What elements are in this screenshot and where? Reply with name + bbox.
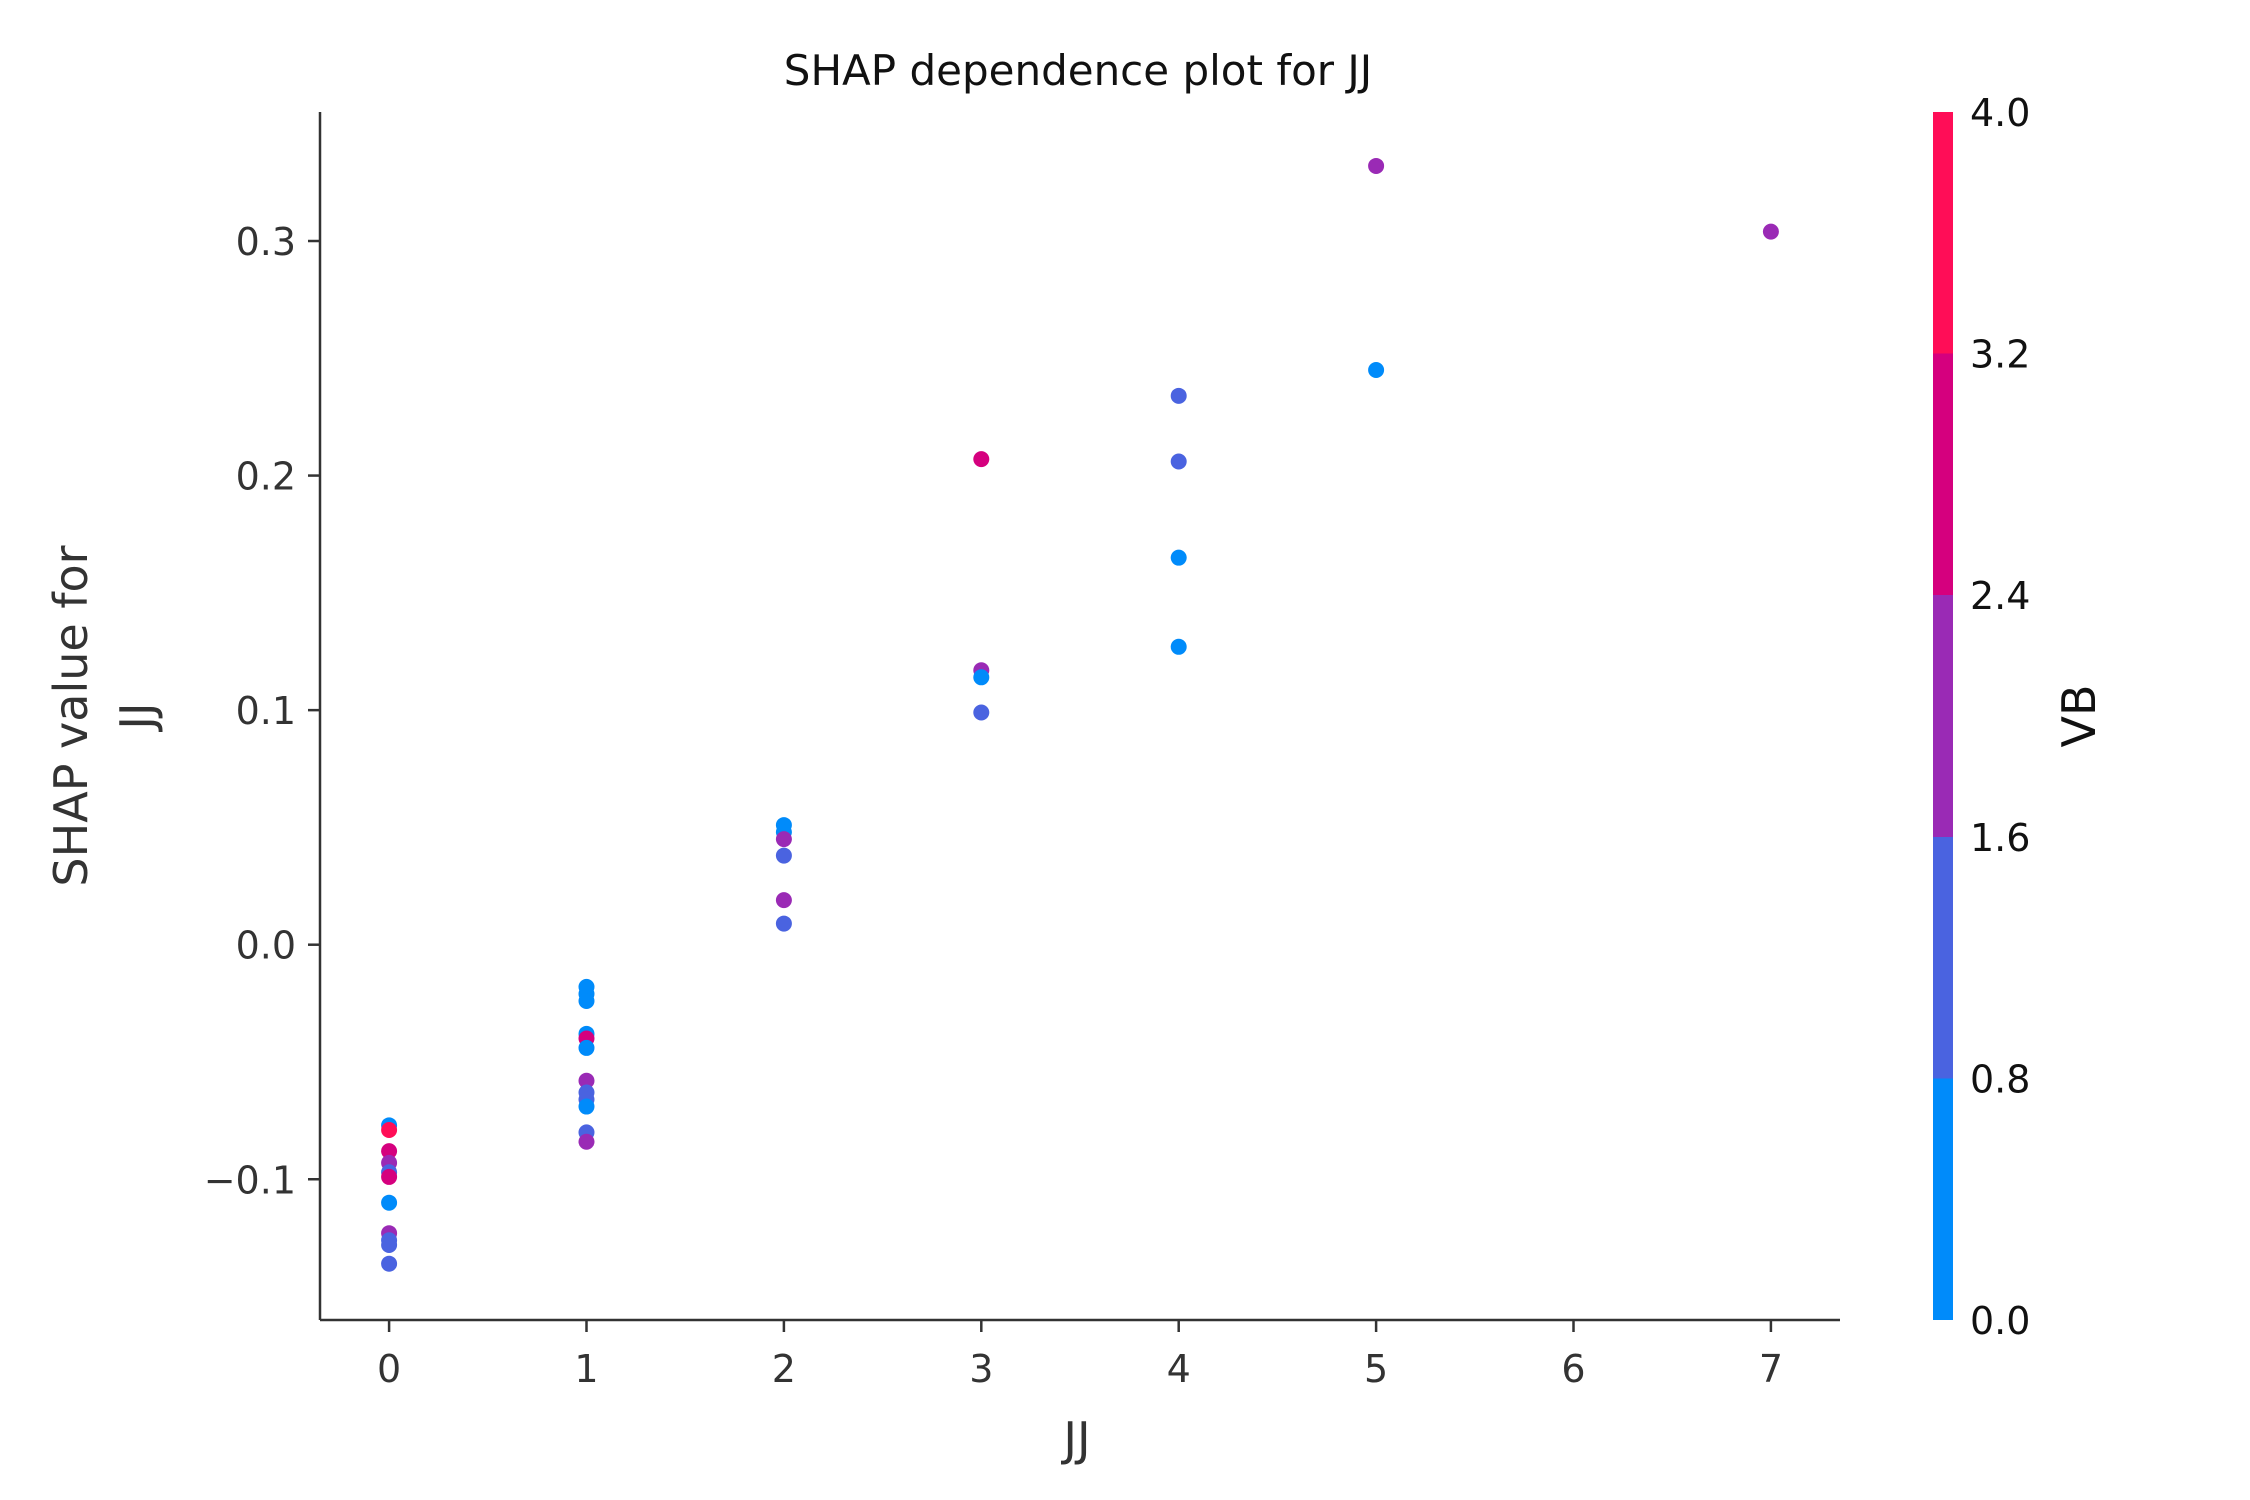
- y-tick-label: −0.1: [204, 1158, 296, 1202]
- x-tick-label: 3: [969, 1347, 993, 1391]
- data-point: [775, 915, 792, 932]
- x-tick-label: 0: [377, 1347, 401, 1391]
- colorbar-title: VB: [2052, 684, 2106, 747]
- data-point: [1170, 387, 1187, 404]
- y-tick-label: 0.0: [236, 924, 296, 968]
- data-point: [381, 1122, 398, 1139]
- data-point: [578, 1039, 595, 1056]
- x-tick-label: 1: [574, 1347, 598, 1391]
- colorbar-ticks: 0.0 0.8 1.6 2.4 3.2 4.0: [1970, 91, 2030, 1343]
- colorbar: [1933, 112, 1953, 1320]
- data-point: [381, 1143, 398, 1160]
- colorbar-tick-label: 1.6: [1970, 816, 2030, 860]
- data-point: [1170, 638, 1187, 655]
- data-point: [973, 704, 990, 721]
- x-tick-label: 2: [772, 1347, 796, 1391]
- x-tick-label: 4: [1167, 1347, 1191, 1391]
- colorbar-tick-label: 2.4: [1970, 574, 2030, 618]
- data-point: [578, 1098, 595, 1115]
- data-point: [1762, 223, 1779, 240]
- data-point: [775, 847, 792, 864]
- y-tick-label: 0.1: [236, 689, 296, 733]
- data-point: [1368, 157, 1385, 174]
- y-ticks: −0.1 0.0 0.1 0.2 0.3: [204, 220, 320, 1202]
- x-tick-label: 5: [1364, 1347, 1388, 1391]
- data-point: [1368, 362, 1385, 379]
- y-tick-label: 0.3: [236, 220, 296, 264]
- data-point: [775, 892, 792, 909]
- data-point: [578, 992, 595, 1009]
- chart-title: SHAP dependence plot for JJ: [784, 46, 1372, 95]
- data-point: [775, 831, 792, 848]
- x-ticks: 0 1 2 3 4 5 6 7: [377, 1320, 1783, 1391]
- x-axis-title: JJ: [1060, 1412, 1090, 1466]
- x-tick-label: 7: [1759, 1347, 1783, 1391]
- colorbar-tick-label: 4.0: [1970, 91, 2030, 135]
- y-axis-title-line-1: SHAP value for: [44, 545, 98, 886]
- data-point: [381, 1236, 398, 1253]
- data-point: [973, 451, 990, 468]
- data-point: [381, 1194, 398, 1211]
- y-axis-title: SHAP value for JJ: [44, 545, 164, 886]
- data-point: [1170, 453, 1187, 470]
- y-axis-title-line-2: JJ: [110, 702, 164, 732]
- data-point: [973, 669, 990, 686]
- y-tick-label: 0.2: [236, 455, 296, 499]
- data-point: [381, 1255, 398, 1272]
- data-point: [578, 1133, 595, 1150]
- scatter-points: [381, 157, 1779, 1272]
- x-tick-label: 6: [1561, 1347, 1585, 1391]
- data-point: [578, 1072, 595, 1089]
- data-point: [1170, 549, 1187, 566]
- plot-axes: [318, 112, 1840, 1322]
- colorbar-tick-label: 3.2: [1970, 333, 2030, 377]
- colorbar-tick-label: 0.0: [1970, 1299, 2030, 1343]
- colorbar-tick-label: 0.8: [1970, 1057, 2030, 1101]
- data-point: [381, 1168, 398, 1185]
